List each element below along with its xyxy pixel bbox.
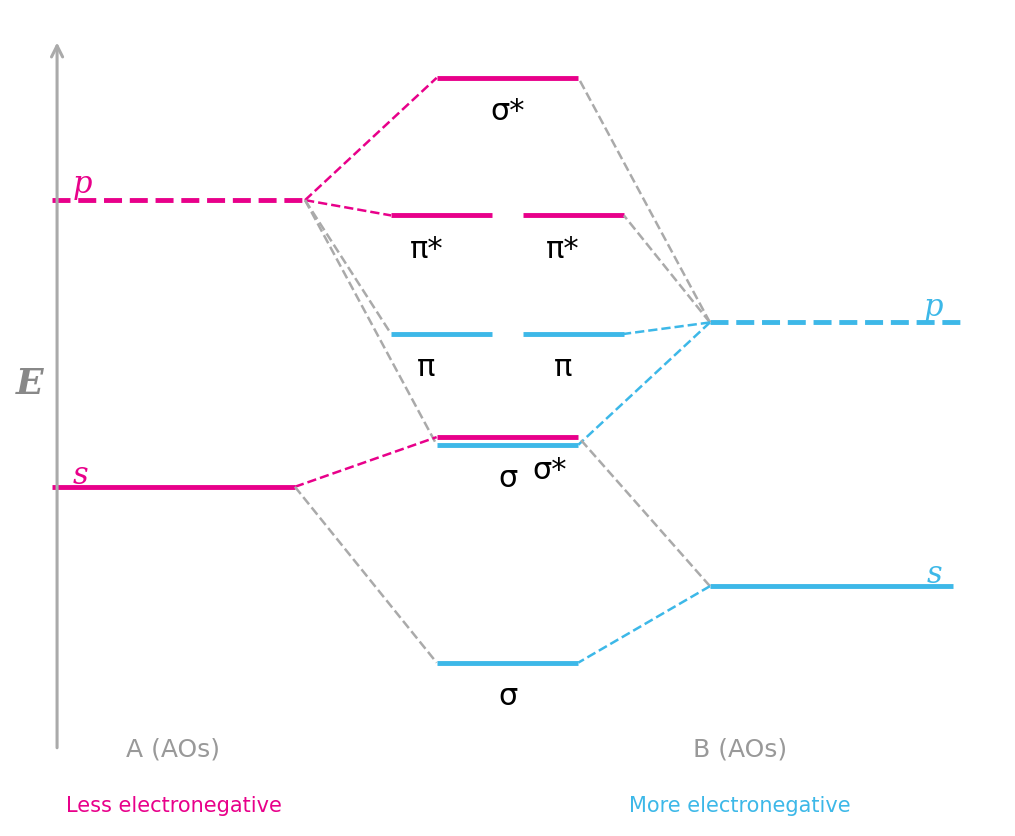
Text: σ*: σ* (490, 97, 525, 126)
Text: Less electronegative: Less electronegative (66, 797, 281, 817)
Text: More electronegative: More electronegative (629, 797, 852, 817)
Text: s: s (927, 559, 943, 590)
Text: π*: π* (546, 235, 580, 263)
Text: A (AOs): A (AOs) (127, 738, 220, 762)
Text: p: p (924, 292, 943, 323)
Text: B (AOs): B (AOs) (693, 738, 788, 762)
Text: p: p (72, 170, 91, 201)
Text: σ: σ (498, 681, 517, 711)
Text: π*: π* (410, 235, 444, 263)
Text: σ*: σ* (533, 456, 567, 485)
Text: π: π (554, 353, 572, 382)
Text: E: E (16, 367, 44, 400)
Text: π: π (417, 353, 435, 382)
Text: σ: σ (498, 464, 517, 493)
Text: s: s (72, 460, 88, 491)
